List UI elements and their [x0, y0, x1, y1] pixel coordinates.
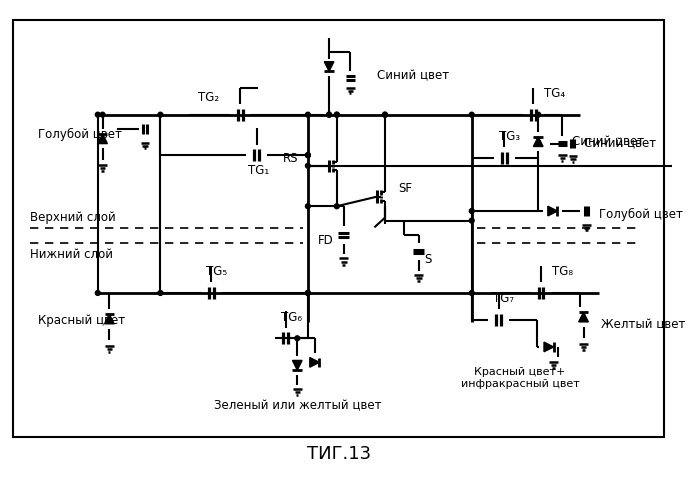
Circle shape — [335, 112, 339, 117]
Circle shape — [383, 112, 387, 117]
Text: S: S — [424, 253, 432, 266]
Text: ΤИГ.13: ΤИГ.13 — [307, 445, 371, 463]
Polygon shape — [310, 358, 319, 367]
Polygon shape — [104, 314, 114, 324]
Circle shape — [100, 112, 105, 117]
Circle shape — [295, 336, 300, 341]
Circle shape — [536, 112, 540, 117]
Circle shape — [305, 291, 310, 295]
Text: TG₂: TG₂ — [198, 91, 219, 104]
Text: Красный цвет: Красный цвет — [38, 315, 125, 327]
Circle shape — [335, 112, 339, 117]
Text: Голубой цвет: Голубой цвет — [38, 129, 122, 141]
Circle shape — [305, 153, 310, 158]
Text: Синий цвет: Синий цвет — [584, 137, 657, 150]
Text: TG₃: TG₃ — [498, 130, 520, 143]
Polygon shape — [293, 360, 302, 370]
Circle shape — [95, 112, 100, 117]
Polygon shape — [579, 312, 588, 322]
Text: SF: SF — [398, 183, 412, 196]
Text: RS: RS — [283, 152, 298, 164]
Text: Синий цвет: Синий цвет — [572, 135, 644, 148]
Text: Нижний слой: Нижний слой — [30, 248, 113, 261]
Circle shape — [158, 112, 163, 117]
Circle shape — [327, 112, 332, 117]
Circle shape — [305, 291, 310, 295]
Text: Желтый цвет: Желтый цвет — [601, 318, 685, 331]
Text: TG₁: TG₁ — [248, 164, 270, 177]
Text: Синий цвет: Синий цвет — [377, 70, 449, 83]
Text: FD: FD — [318, 234, 334, 248]
Text: TG₈: TG₈ — [552, 265, 573, 278]
Circle shape — [158, 291, 163, 295]
Polygon shape — [548, 206, 557, 216]
Text: Красный цвет+
инфракрасный цвет: Красный цвет+ инфракрасный цвет — [461, 367, 580, 389]
Circle shape — [305, 204, 310, 208]
Text: TG₆: TG₆ — [281, 311, 302, 324]
Text: TG₄: TG₄ — [544, 87, 565, 100]
Text: Зеленый или желтый цвет: Зеленый или желтый цвет — [214, 399, 381, 412]
Polygon shape — [324, 62, 334, 71]
Circle shape — [305, 153, 310, 158]
Text: Голубой цвет: Голубой цвет — [599, 208, 682, 221]
Circle shape — [305, 112, 310, 117]
Circle shape — [469, 112, 474, 117]
Polygon shape — [533, 137, 543, 146]
Circle shape — [469, 291, 474, 295]
Text: Верхний слой: Верхний слой — [30, 211, 116, 224]
Polygon shape — [544, 342, 554, 352]
Text: TG₇: TG₇ — [493, 292, 514, 305]
Circle shape — [383, 112, 387, 117]
Circle shape — [335, 204, 339, 208]
Circle shape — [469, 218, 474, 223]
Circle shape — [327, 112, 332, 117]
Circle shape — [95, 291, 100, 295]
Circle shape — [469, 208, 474, 214]
Circle shape — [305, 163, 310, 168]
Text: TG₅: TG₅ — [206, 265, 227, 278]
Polygon shape — [98, 134, 107, 143]
